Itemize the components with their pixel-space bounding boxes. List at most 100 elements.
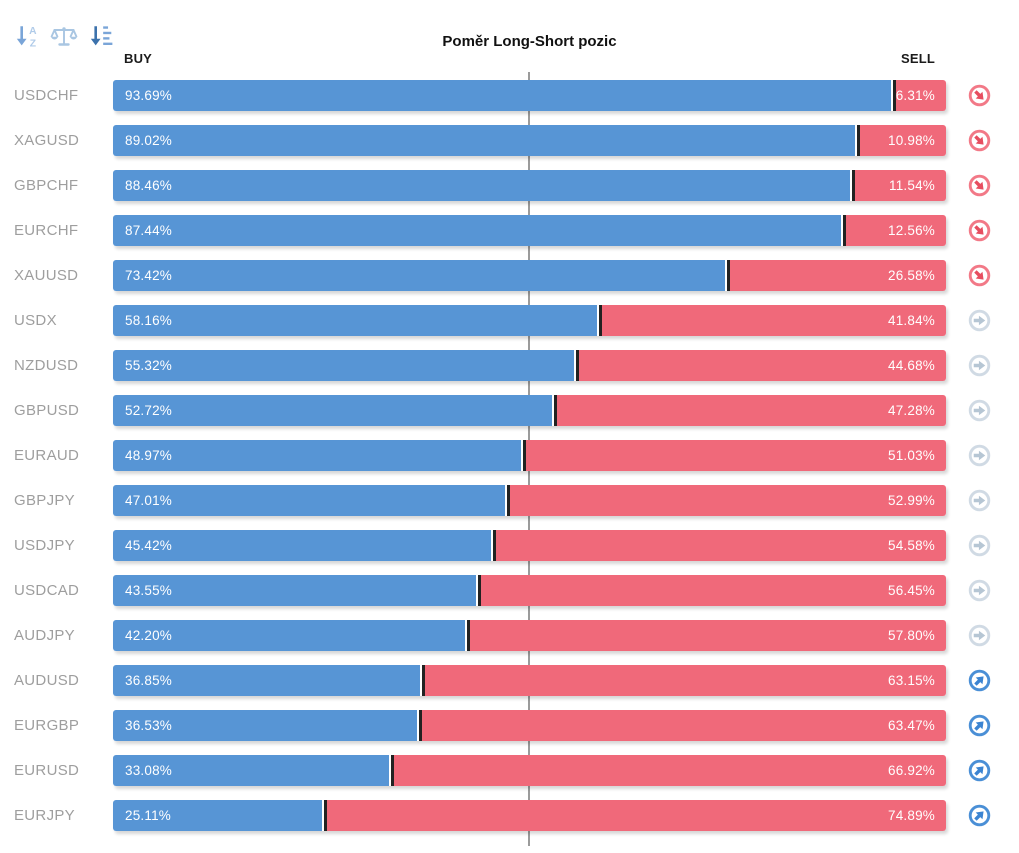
signal-icon-neutral[interactable] bbox=[968, 579, 991, 602]
signal-ring bbox=[968, 354, 991, 377]
rows: USDCHF 93.69% 6.31% XAGUSD 89.02% bbox=[0, 80, 1019, 845]
svg-text:Z: Z bbox=[30, 38, 36, 49]
signal-arrow bbox=[973, 315, 986, 326]
symbol-label: USDCAD bbox=[14, 582, 80, 599]
buy-value: 93.69% bbox=[125, 88, 172, 103]
segment-gap bbox=[491, 530, 494, 561]
sell-value: 57.80% bbox=[888, 628, 935, 643]
table-row: GBPCHF 88.46% 11.54% bbox=[0, 170, 1019, 201]
table-row: XAUUSD 73.42% 26.58% bbox=[0, 260, 1019, 291]
signal-ring bbox=[968, 489, 991, 512]
segment-divider bbox=[421, 665, 425, 696]
buy-segment: 48.97% bbox=[113, 440, 521, 471]
signal-icon-sell[interactable] bbox=[968, 264, 991, 287]
table-row: USDX 58.16% 41.84% bbox=[0, 305, 1019, 336]
buy-value: 87.44% bbox=[125, 223, 172, 238]
ratio-bar: 36.53% 63.47% bbox=[113, 710, 946, 741]
ratio-bar: 52.72% 47.28% bbox=[113, 395, 946, 426]
signal-icon-neutral[interactable] bbox=[968, 354, 991, 377]
signal-icon-buy[interactable] bbox=[968, 714, 991, 737]
symbol-label: AUDJPY bbox=[14, 627, 75, 644]
signal-arrow bbox=[973, 495, 986, 506]
sell-value: 26.58% bbox=[888, 268, 935, 283]
sell-value: 56.45% bbox=[888, 583, 935, 598]
sell-segment: 41.84% bbox=[602, 305, 946, 336]
segment-divider bbox=[843, 215, 847, 246]
sort-alphabetical-icon[interactable]: A Z bbox=[13, 22, 41, 50]
ratio-bar: 88.46% 11.54% bbox=[113, 170, 946, 201]
segment-gap bbox=[597, 305, 600, 336]
symbol-label: NZDUSD bbox=[14, 357, 79, 374]
buy-segment: 25.11% bbox=[113, 800, 323, 831]
signal-icon-neutral[interactable] bbox=[968, 534, 991, 557]
balance-scale-icon[interactable] bbox=[50, 22, 78, 50]
segment-divider bbox=[856, 125, 860, 156]
segment-divider bbox=[522, 440, 526, 471]
sell-segment: 12.56% bbox=[846, 215, 946, 246]
signal-arrow bbox=[974, 90, 984, 100]
signal-icon-buy[interactable] bbox=[968, 804, 991, 827]
ratio-bar: 47.01% 52.99% bbox=[113, 485, 946, 516]
signal-ring bbox=[968, 84, 991, 107]
sell-segment: 44.68% bbox=[578, 350, 946, 381]
segment-gap bbox=[854, 125, 857, 156]
symbol-label: USDX bbox=[14, 312, 57, 329]
segment-divider bbox=[390, 755, 394, 786]
table-row: XAGUSD 89.02% 10.98% bbox=[0, 125, 1019, 156]
sell-segment: 57.80% bbox=[469, 620, 946, 651]
signal-icon-neutral[interactable] bbox=[968, 444, 991, 467]
signal-arrow bbox=[974, 811, 984, 821]
buy-value: 25.11% bbox=[125, 808, 171, 823]
signal-arrow bbox=[974, 225, 984, 235]
signal-arrow bbox=[973, 360, 986, 371]
buy-value: 36.85% bbox=[125, 673, 172, 688]
sell-value: 74.89% bbox=[888, 808, 935, 823]
segment-gap bbox=[849, 170, 852, 201]
signal-icon-sell[interactable] bbox=[968, 174, 991, 197]
signal-icon-buy[interactable] bbox=[968, 759, 991, 782]
table-row: GBPJPY 47.01% 52.99% bbox=[0, 485, 1019, 516]
segment-divider bbox=[419, 710, 423, 741]
ratio-bar: 73.42% 26.58% bbox=[113, 260, 946, 291]
signal-icon-sell[interactable] bbox=[968, 129, 991, 152]
sell-value: 6.31% bbox=[895, 88, 935, 103]
sell-segment: 56.45% bbox=[480, 575, 946, 606]
signal-ring bbox=[968, 309, 991, 332]
signal-icon-neutral[interactable] bbox=[968, 489, 991, 512]
symbol-label: USDCHF bbox=[14, 87, 79, 104]
table-row: USDCHF 93.69% 6.31% bbox=[0, 80, 1019, 111]
ratio-bar: 48.97% 51.03% bbox=[113, 440, 946, 471]
signal-icon-neutral[interactable] bbox=[968, 399, 991, 422]
signal-arrow bbox=[974, 676, 984, 686]
ratio-bar: 43.55% 56.45% bbox=[113, 575, 946, 606]
signal-arrow bbox=[974, 180, 984, 190]
table-row: EURAUD 48.97% 51.03% bbox=[0, 440, 1019, 471]
column-headers: BUY SELL bbox=[113, 51, 946, 66]
signal-icon-sell[interactable] bbox=[968, 219, 991, 242]
signal-icon-buy[interactable] bbox=[968, 669, 991, 692]
segment-divider bbox=[466, 620, 470, 651]
segment-gap bbox=[520, 440, 523, 471]
sell-value: 10.98% bbox=[888, 133, 935, 148]
signal-icon-neutral[interactable] bbox=[968, 309, 991, 332]
signal-icon-sell[interactable] bbox=[968, 84, 991, 107]
sort-toolbar: A Z bbox=[13, 22, 115, 50]
ratio-bar: 93.69% 6.31% bbox=[113, 80, 946, 111]
segment-gap bbox=[890, 80, 893, 111]
buy-value: 52.72% bbox=[125, 403, 172, 418]
symbol-label: EURCHF bbox=[14, 222, 79, 239]
buy-segment: 52.72% bbox=[113, 395, 553, 426]
segment-gap bbox=[464, 620, 467, 651]
signal-ring bbox=[968, 174, 991, 197]
sort-amount-icon[interactable] bbox=[87, 22, 115, 50]
svg-text:A: A bbox=[29, 26, 37, 37]
buy-value: 43.55% bbox=[125, 583, 172, 598]
symbol-label: USDJPY bbox=[14, 537, 75, 554]
segment-gap bbox=[573, 350, 576, 381]
signal-ring bbox=[968, 624, 991, 647]
ratio-bar: 89.02% 10.98% bbox=[113, 125, 946, 156]
signal-icon-neutral[interactable] bbox=[968, 624, 991, 647]
signal-ring bbox=[968, 804, 991, 827]
segment-divider bbox=[851, 170, 855, 201]
symbol-label: GBPUSD bbox=[14, 402, 80, 419]
